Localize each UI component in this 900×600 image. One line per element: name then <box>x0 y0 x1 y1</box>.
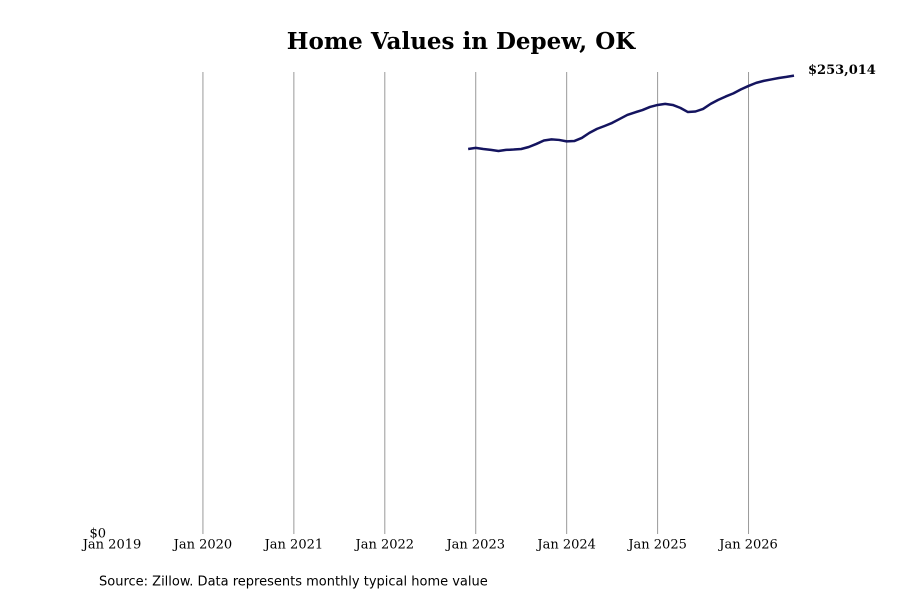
x-tick-label: Jan 2020 <box>172 538 233 553</box>
x-tick-label: Jan 2022 <box>354 538 415 553</box>
x-tick-label: Jan 2019 <box>81 538 142 553</box>
x-tick-label: Jan 2023 <box>444 538 505 553</box>
end-value-label: $253,014 <box>808 63 876 78</box>
x-tick-label: Jan 2021 <box>263 538 324 553</box>
x-tick-label: Jan 2025 <box>626 538 687 553</box>
line <box>467 74 795 153</box>
y-tick-label: $0 <box>89 527 106 542</box>
source-note: Source: Zillow. Data represents monthly … <box>99 575 488 590</box>
x-tick-label: Jan 2024 <box>535 538 596 553</box>
x-tick-label: Jan 2026 <box>717 538 778 553</box>
chart-title: Home Values in Depew, OK <box>287 28 636 55</box>
